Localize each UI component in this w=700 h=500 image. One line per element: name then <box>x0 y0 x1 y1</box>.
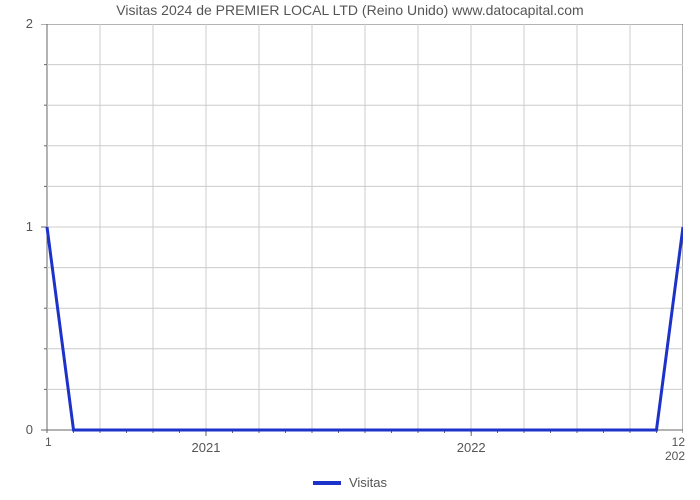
y-tick-label-0: 0 <box>0 422 33 437</box>
x-corner-left: 1 <box>45 435 52 449</box>
y-tick-label-2: 2 <box>0 16 33 31</box>
x-tick-label-2022: 2022 <box>457 440 486 455</box>
chart-container: { "chart": { "type": "line", "title": "V… <box>0 0 700 500</box>
chart-title: Visitas 2024 de PREMIER LOCAL LTD (Reino… <box>0 2 700 18</box>
plot-area <box>47 24 683 430</box>
y-tick-label-1: 1 <box>0 219 33 234</box>
legend: Visitas <box>0 474 700 490</box>
x-corner-right: 12 202 <box>665 435 685 463</box>
x-tick-label-2021: 2021 <box>192 440 221 455</box>
legend-swatch <box>313 481 341 485</box>
legend-label: Visitas <box>349 475 387 490</box>
